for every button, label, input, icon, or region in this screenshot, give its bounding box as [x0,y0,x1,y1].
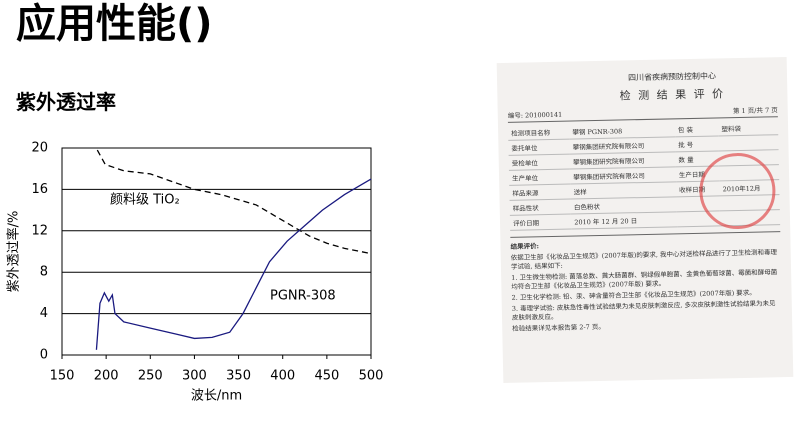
y-tick-label: 4 [40,306,48,321]
y-axis-label: 紫外透过率/% [6,211,22,293]
y-tick-label: 12 [31,223,48,238]
report-image: 四川省疾病预防控制中心 检 测 结 果 评 价 编号: 201000141 第 1… [496,56,794,384]
x-tick-label: 350 [226,369,251,384]
y-tick-label: 20 [31,141,48,156]
doc-number: 编号: 201000141 [507,110,563,120]
doc-org: 四川省疾病预防控制中心 [627,71,717,83]
doc-field: 样品性状 [509,199,572,216]
doc-field: 样品来源 [509,184,571,201]
doc-value [718,134,779,151]
doc-field: 生产单位 [508,169,571,186]
series-line [95,178,372,350]
x-tick-label: 250 [138,369,163,384]
series-label: PGNR-308 [270,289,336,304]
x-tick-label: 300 [182,369,207,384]
doc-field: 委托单位 [508,139,570,156]
doc-body: 结果评价: 依据卫生部《化妆品卫生规范》(2007年版)的要求, 我中心对送检样… [510,231,783,334]
x-tick-label: 400 [270,369,295,384]
slide-subtitle: 紫外透过率 [16,90,116,114]
slide-title: 应用性能() [16,1,213,47]
series-line [96,149,372,255]
doc-value: 2010 年 12 月 20 日 [571,211,677,230]
doc-value: 塑料袋 [718,120,779,136]
doc-field: 检测项目名称 [507,124,570,141]
plot-frame [61,147,372,356]
chart: 0 4 8 12 16 20 150 200 250 300 350 400 450 500 波长/nm 紫外… [6,141,384,404]
x-tick-label: 150 [50,369,75,384]
x-tick-label: 200 [94,369,119,384]
series-label: 颜料级 TiO₂ [110,192,180,208]
doc-page: 第 1 页/共 7 页 [732,106,778,116]
doc-title: 检 测 结 果 评 价 [619,87,726,103]
y-tick-label: 16 [31,182,48,197]
doc-field: 包 装 [674,121,719,137]
y-tick-label: 0 [40,348,48,363]
x-tick-label: 500 [359,369,384,384]
x-axis-label: 波长/nm [191,389,242,404]
doc-field: 受检单位 [508,154,571,171]
doc-field: 批 号 [675,135,719,152]
y-tick-label: 8 [40,265,48,280]
doc-field: 评价日期 [509,214,572,231]
x-tick-label: 450 [314,369,339,384]
